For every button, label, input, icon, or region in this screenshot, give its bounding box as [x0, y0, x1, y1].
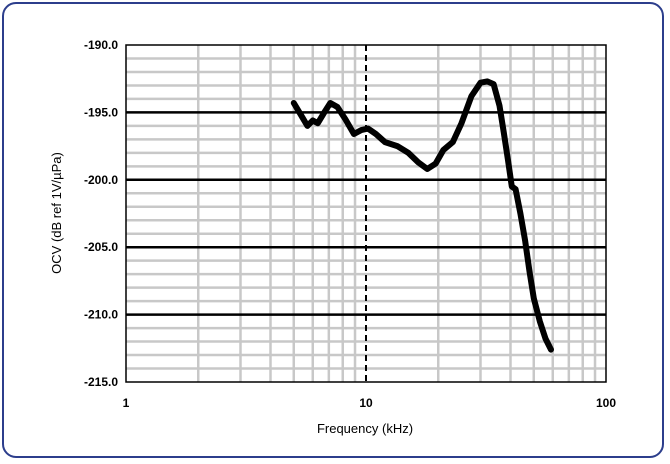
- plot-area-border: [125, 44, 607, 383]
- y-tick-label: -215.0: [84, 375, 118, 389]
- x-tick-labels: 1 10 100: [123, 396, 617, 410]
- series-line-ocv: [290, 78, 554, 353]
- minor-grid-vertical: [196, 45, 597, 382]
- y-axis-title: OCV (dB ref 1V/µPa): [49, 152, 64, 274]
- x-tick-label: 100: [596, 396, 616, 410]
- y-tick-label: -190.0: [84, 38, 118, 52]
- x-tick-label: 1: [123, 396, 130, 410]
- x-axis-title: Frequency (kHz): [317, 421, 413, 436]
- y-tick-labels: -190.0 -195.0 -200.0 -205.0 -210.0 -215.0: [84, 38, 118, 389]
- x-tick-label: 10: [359, 396, 373, 410]
- y-tick-label: -205.0: [84, 240, 118, 254]
- y-tick-label: -200.0: [84, 173, 118, 187]
- y-tick-label: -195.0: [84, 105, 118, 119]
- y-tick-label: -210.0: [84, 308, 118, 322]
